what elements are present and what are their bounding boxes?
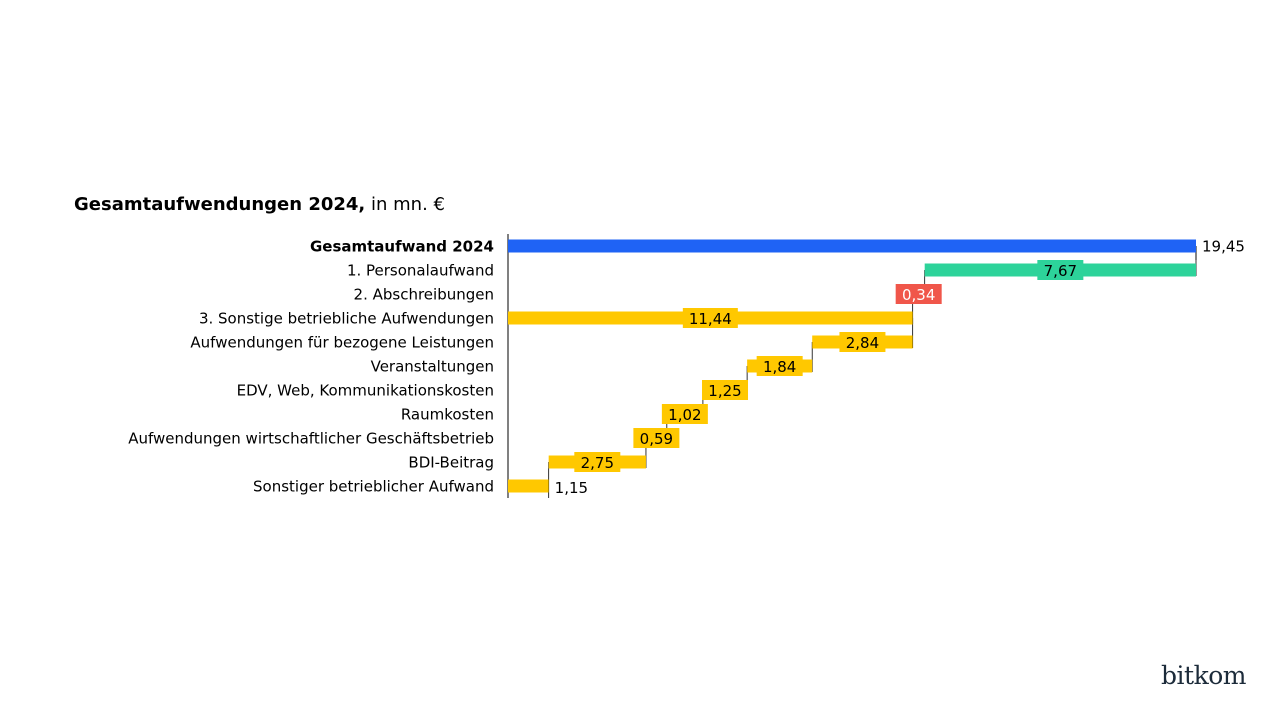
bitkom-logo: bitkom <box>1161 661 1246 690</box>
bar-total <box>508 239 1196 253</box>
value-label: 1,02 <box>668 406 701 424</box>
value-label: 19,45 <box>1202 238 1245 256</box>
value-label: 1,84 <box>763 358 796 376</box>
category-label: Veranstaltungen <box>371 358 494 376</box>
value-label: 2,75 <box>581 454 614 472</box>
category-label: Raumkosten <box>401 406 494 424</box>
category-label: Aufwendungen für bezogene Leistungen <box>190 334 494 352</box>
category-label: Aufwendungen wirtschaftlicher Geschäftsb… <box>128 430 494 448</box>
category-label: 3. Sonstige betriebliche Aufwendungen <box>199 310 494 328</box>
category-label: BDI-Beitrag <box>408 454 494 472</box>
value-label-box <box>756 356 803 376</box>
category-label: Gesamtaufwand 2024 <box>310 238 494 256</box>
value-label: 11,44 <box>689 310 732 328</box>
value-label-box <box>661 404 708 424</box>
value-label-box <box>633 428 680 448</box>
value-label: 2,84 <box>846 334 879 352</box>
chart-title-main: Gesamtaufwendungen 2024, <box>74 194 366 215</box>
value-label: 1,25 <box>708 382 741 400</box>
value-label: 1,15 <box>555 479 588 497</box>
category-label: 1. Personalaufwand <box>347 262 494 280</box>
value-label-box <box>682 308 738 328</box>
value-label-box <box>895 284 942 304</box>
chart-title: Gesamtaufwendungen 2024, in mn. € <box>74 194 445 215</box>
category-label: Sonstiger betrieblicher Aufwand <box>253 478 494 496</box>
value-label-box <box>1037 260 1084 280</box>
category-label: EDV, Web, Kommunikationskosten <box>237 382 494 400</box>
value-label-box <box>574 452 621 472</box>
value-label-box <box>839 332 886 352</box>
chart-title-unit: in mn. € <box>371 194 445 215</box>
value-label: 0,34 <box>902 286 935 304</box>
category-label: 2. Abschreibungen <box>354 286 494 304</box>
value-label: 7,67 <box>1044 262 1077 280</box>
value-label: 0,59 <box>640 430 673 448</box>
value-label-box <box>702 380 749 400</box>
bar-other <box>508 479 549 493</box>
